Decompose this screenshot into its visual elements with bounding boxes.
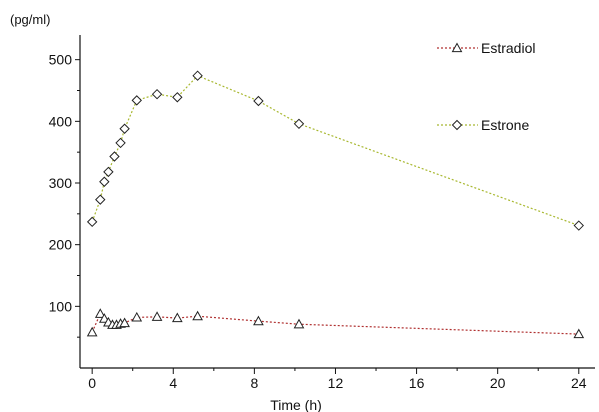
series-estrone	[86, 70, 584, 231]
series-line-estradiol	[91, 312, 579, 335]
data-point-estradiol	[151, 311, 163, 321]
x-tick-label: 24	[571, 375, 587, 391]
data-point-estrone	[253, 95, 264, 107]
legend-entry-estrone: Estrone	[437, 117, 529, 133]
data-point-estrone	[192, 70, 203, 81]
data-point-estrone	[95, 194, 106, 205]
data-point-estradiol	[86, 326, 98, 337]
data-point-estrone	[293, 118, 305, 130]
data-point-estradiol	[253, 315, 264, 326]
legend-label-estrone: Estrone	[481, 117, 529, 133]
legend-marker-estradiol	[451, 42, 463, 53]
series-line-estrone	[91, 74, 579, 227]
x-tick-label: 20	[490, 375, 506, 391]
data-point-estradiol	[293, 318, 305, 329]
legend: Estradiol Estrone	[437, 40, 535, 133]
y-tick-label: 100	[49, 298, 73, 314]
data-point-estrone	[115, 137, 126, 149]
data-point-estrone	[103, 166, 114, 178]
legend-label-estradiol: Estradiol	[481, 40, 535, 56]
legend-entry-estradiol: Estradiol	[437, 40, 535, 56]
data-point-estrone	[119, 123, 130, 134]
data-point-estradiol	[192, 310, 203, 321]
data-point-estradiol	[131, 311, 143, 322]
y-tick-label: 500	[49, 52, 73, 68]
legend-marker-estrone	[451, 119, 463, 131]
data-point-estrone	[573, 220, 584, 231]
data-point-estradiol	[573, 328, 585, 339]
series-layer	[86, 70, 585, 339]
data-point-estrone	[86, 216, 98, 228]
data-point-estradiol	[119, 317, 130, 328]
x-axis-label: Time (h)	[270, 397, 322, 412]
data-point-estradiol	[94, 308, 106, 318]
data-point-estrone	[109, 151, 120, 162]
series-estradiol	[86, 308, 585, 339]
axes: 100 200 300 400 500 0 4 8 12 16 20 24	[49, 35, 595, 391]
data-point-estrone	[131, 95, 142, 106]
x-tick-label: 12	[328, 375, 344, 391]
x-tick-label: 16	[409, 375, 425, 391]
y-axis-unit-label: (pg/ml)	[10, 12, 50, 27]
y-tick-label: 300	[49, 175, 73, 191]
x-tick-label: 4	[169, 375, 177, 391]
y-tick-label: 400	[49, 113, 73, 129]
data-point-estrone	[151, 88, 163, 100]
y-tick-label: 200	[49, 237, 73, 253]
x-tick-label: 8	[250, 375, 258, 391]
x-tick-label: 0	[88, 375, 96, 391]
data-point-estrone	[99, 176, 110, 187]
data-point-estradiol	[171, 312, 183, 323]
data-point-estrone	[172, 92, 183, 103]
